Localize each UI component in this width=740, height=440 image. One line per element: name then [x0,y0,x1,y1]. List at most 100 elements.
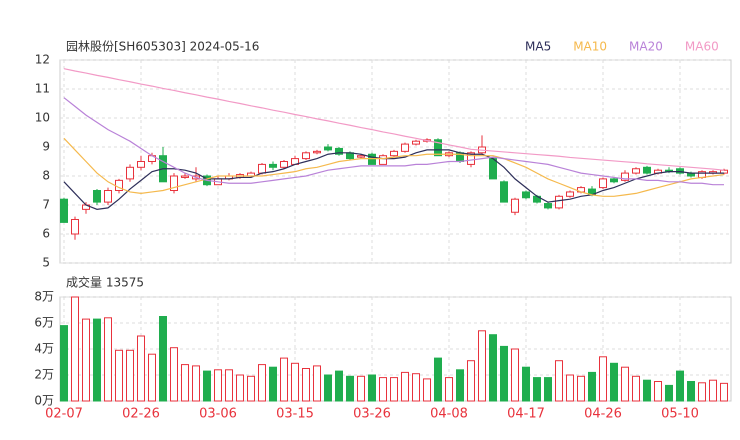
volume-tick-label: 0万 [34,394,54,408]
legend: MA5 MA10 MA20 MA60 [525,40,719,54]
candle-body [621,172,629,181]
candle-body [599,178,607,189]
candle-body [500,181,508,203]
candle-body [126,166,134,180]
candle-body [60,198,68,223]
volume-bar [346,375,354,402]
volume-bar [412,373,420,402]
volume-bar [665,384,673,402]
volume-bar [423,378,431,402]
candle-body [390,150,398,157]
volume-tick-label: 4万 [34,342,54,356]
x-tick-label: 04-26 [584,407,622,422]
volume-bar [577,375,585,402]
volume-bar [214,369,222,402]
volume-bar [720,382,728,402]
volume-bar [401,371,409,402]
volume-bar [434,357,442,402]
candle-body [544,203,552,209]
candle-body [643,166,651,174]
volume-tick-label: 6万 [34,316,54,330]
y-tick-label: 7 [42,198,50,212]
legend-label: MA5 [525,40,551,54]
volume-bar [687,381,695,402]
candle-body [269,163,277,168]
volume-bar [599,356,607,402]
volume-bar [82,318,90,402]
candle-body [522,191,530,199]
volume-bar [170,347,178,402]
volume-bar [544,377,552,402]
candle-body [335,147,343,155]
volume-bar [159,316,167,402]
volume-bar [192,365,200,402]
candle-body [104,190,112,203]
candle-body [368,153,376,165]
candle-body [302,152,310,160]
y-tick-label: 6 [42,227,50,241]
volume-bar [280,357,288,402]
volume-bar [126,349,134,402]
volume-bar [368,374,376,402]
volume-bar [60,325,68,402]
x-tick-label: 04-17 [507,407,545,422]
volume-tick-label: 8万 [34,290,54,304]
y-tick-label: 5 [42,256,50,270]
candle-body [467,152,475,165]
volume-bar [390,377,398,402]
volume-bar [357,375,365,402]
volume-bar [258,364,266,402]
candle-body [555,195,563,209]
y-tick-label: 9 [42,140,50,154]
volume-bar [654,381,662,402]
candle-body [71,219,79,235]
candle-body [401,143,409,152]
volume-bar [148,353,156,402]
volume-bar [379,377,387,402]
candle-body [313,150,321,154]
legend-label: MA60 [685,40,719,54]
candle-body [258,163,266,174]
volume-bar [676,370,684,402]
volume-bar [489,334,497,402]
volume-bar [225,369,233,402]
x-tick-label: 02-07 [45,407,83,422]
y-tick-label: 10 [35,111,50,125]
candle-body [610,178,618,183]
volume-bar [467,360,475,402]
volume-bar [335,370,343,402]
legend-label: MA10 [573,40,607,54]
volume-bar [115,349,123,402]
ma-line [63,68,725,171]
volume-bar [533,377,541,402]
volume-tick-label: 2万 [34,368,54,382]
x-tick-label: 05-10 [661,407,699,422]
candle-body [511,198,519,213]
candle-body [676,168,684,174]
volume-bar [104,317,112,402]
volume-bar [181,364,189,402]
volume-bar [555,360,563,402]
x-tick-label: 03-15 [276,407,314,422]
x-tick-label: 04-08 [430,407,468,422]
x-tick-label: 03-26 [353,407,391,422]
volume-bar [291,362,299,402]
price-frame [59,59,732,264]
legend-label: MA20 [629,40,663,54]
candle-body [170,175,178,191]
volume-bar [302,368,310,402]
candle-body [412,140,420,145]
volume-bar [71,296,79,402]
candle-body [434,139,442,157]
candle-body [489,158,497,180]
ma-line [63,137,725,197]
candle-body [93,190,101,203]
ma-line [63,97,724,186]
chart-title: 园林股份[SH605303] 2024-05-16 [66,40,259,54]
volume-bar [610,362,618,402]
x-tick-label: 03-06 [199,407,237,422]
candle-body [181,175,189,178]
volume-bar [698,382,706,402]
volume-bar [500,345,508,402]
volume-bar [456,369,464,402]
